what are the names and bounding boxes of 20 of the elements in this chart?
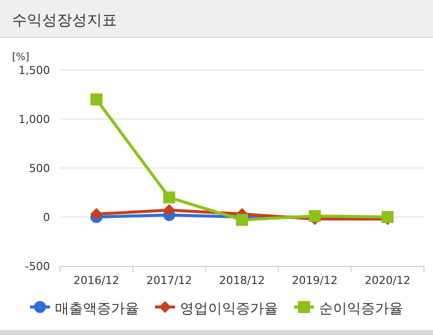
x-tick-label: 2019/12 xyxy=(292,274,338,287)
legend-label: 영업이익증가율 xyxy=(180,301,278,317)
y-tick-label: 0 xyxy=(43,211,50,224)
chart-title: 수익성장성지표 xyxy=(12,11,117,29)
x-tick-label: 2017/12 xyxy=(146,274,192,287)
point xyxy=(236,214,248,226)
point xyxy=(163,204,176,216)
point xyxy=(90,208,102,220)
point xyxy=(163,191,176,204)
x-tick-label: 2020/12 xyxy=(364,274,410,287)
legend-label: 순이익증가율 xyxy=(319,301,403,317)
y-tick-label: -500 xyxy=(25,260,50,273)
x-tick-label: 2016/12 xyxy=(74,274,120,287)
x-tick-label: 2018/12 xyxy=(219,274,265,287)
y-tick-label: 1,000 xyxy=(18,113,50,126)
y-tick-label: 500 xyxy=(29,162,50,175)
y-tick-label: 1,500 xyxy=(18,64,50,77)
y-axis-title: [%] xyxy=(12,52,30,63)
point xyxy=(90,93,102,106)
legend-label: 매출액증가율 xyxy=(55,301,139,317)
